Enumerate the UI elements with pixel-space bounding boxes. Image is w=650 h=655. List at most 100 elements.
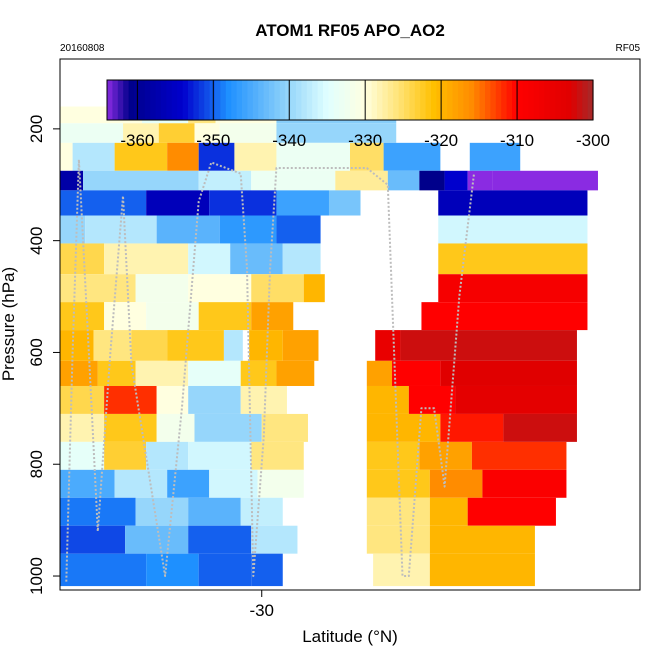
heatmap-cell xyxy=(328,190,361,216)
colorbar-swatch xyxy=(252,80,259,120)
heatmap-cell xyxy=(146,553,199,587)
heatmap-cell xyxy=(408,385,456,414)
heatmap-cell xyxy=(135,274,189,303)
heatmap-cell xyxy=(97,360,136,386)
heatmap-cell xyxy=(282,330,319,361)
y-axis-label: Pressure (hPa) xyxy=(0,267,18,381)
heatmap-cell xyxy=(60,525,126,554)
colorbar-swatch xyxy=(404,80,410,120)
colorbar-swatch xyxy=(571,80,578,120)
heatmap-cell xyxy=(146,190,210,216)
heatmap-cell xyxy=(366,525,430,554)
colorbar-swatch xyxy=(468,80,475,120)
heatmap-cell xyxy=(350,142,384,171)
heatmap-cell xyxy=(104,413,157,442)
heatmap-cell xyxy=(60,553,147,587)
heatmap-cell xyxy=(83,170,199,191)
colorbar-swatch xyxy=(371,80,378,120)
heatmap-cell xyxy=(188,360,241,386)
colorbar-swatch xyxy=(425,80,432,120)
colorbar-swatch xyxy=(128,80,135,120)
colorbar-swatch xyxy=(312,80,319,120)
heatmap-cell xyxy=(167,142,199,171)
heatmap-cell xyxy=(125,525,189,554)
heatmap-cell xyxy=(146,441,189,470)
colorbar-swatch xyxy=(285,80,292,120)
heatmap-cell xyxy=(419,170,445,191)
colorbar-swatch xyxy=(269,80,275,120)
colorbar-swatch xyxy=(247,80,254,120)
colorbar-swatch xyxy=(150,80,157,120)
colorbar-swatch xyxy=(263,80,270,120)
colorbar-swatch xyxy=(387,80,394,120)
colorbar-swatch xyxy=(501,80,508,120)
x-axis-label: Latitude (°N) xyxy=(302,627,398,646)
colorbar-tick-label: -360 xyxy=(120,131,154,150)
heatmap-cell xyxy=(251,525,298,554)
heatmap-cell xyxy=(438,190,588,216)
heatmap-cell xyxy=(188,441,252,470)
colorbar-swatch xyxy=(458,80,464,120)
colorbar-swatch xyxy=(166,80,173,120)
colorbar-swatch xyxy=(366,80,373,120)
heatmap-cell xyxy=(303,274,325,303)
colorbar-swatch xyxy=(317,80,324,120)
heatmap-cell xyxy=(234,142,277,171)
heatmap-cell xyxy=(60,215,86,244)
colorbar-swatch xyxy=(198,80,205,120)
heatmap-cell xyxy=(383,142,441,171)
heatmap-cell xyxy=(93,330,132,361)
colorbar-swatch xyxy=(517,80,524,120)
heatmap-cell xyxy=(282,243,321,275)
heatmap-cell xyxy=(188,274,252,303)
colorbar-swatch xyxy=(301,80,308,120)
heatmap-cell xyxy=(251,302,294,331)
y-tick-label: 400 xyxy=(27,227,46,255)
colorbar-swatch xyxy=(225,80,232,120)
heatmap-cell xyxy=(400,330,577,361)
y-axis: 200 400 600 800 1000 xyxy=(27,115,60,595)
heatmap-cell xyxy=(240,360,277,386)
colorbar-swatch xyxy=(112,80,119,120)
heatmap-cell xyxy=(188,385,241,414)
colorbar-swatch xyxy=(549,80,556,120)
colorbar-tick-label: -330 xyxy=(348,131,382,150)
heatmap-cell xyxy=(156,413,195,442)
colorbar-swatch xyxy=(123,80,130,120)
colorbar-tick-label: -350 xyxy=(196,131,230,150)
heatmap-cell xyxy=(60,441,105,470)
heatmap-cell xyxy=(366,497,430,526)
heatmap-cell xyxy=(438,274,588,303)
heatmap-cell xyxy=(198,170,252,191)
y-tick-label: 200 xyxy=(27,115,46,143)
colorbar-swatch xyxy=(479,80,486,120)
heatmap-cell xyxy=(123,123,159,143)
colorbar-swatch xyxy=(582,80,589,120)
colorbar-swatch xyxy=(339,80,346,120)
heatmap-cell xyxy=(219,215,277,244)
x-axis: -30 xyxy=(249,590,274,620)
colorbar-swatch xyxy=(182,80,189,120)
flight-track-line xyxy=(65,158,475,582)
heatmap-cell xyxy=(60,360,98,386)
colorbar-swatch xyxy=(215,80,221,120)
colorbar-swatch xyxy=(393,80,400,120)
colorbar-swatch xyxy=(522,80,529,120)
colorbar-swatch xyxy=(177,80,184,120)
heatmap-cell xyxy=(219,123,277,143)
colorbar-swatch xyxy=(414,80,421,120)
colorbar-tick-label: -310 xyxy=(500,131,534,150)
colorbar-swatch xyxy=(139,80,146,120)
heatmap-cell xyxy=(156,385,189,414)
colorbar-swatch xyxy=(398,80,405,120)
heatmap-cell xyxy=(419,441,472,470)
heatmap-cell xyxy=(198,142,235,171)
heatmap-cell xyxy=(60,274,136,303)
colorbar-swatch xyxy=(463,80,470,120)
colorbar-swatch xyxy=(188,80,194,120)
colorbar-swatch xyxy=(236,80,243,120)
heatmap-cell xyxy=(444,170,468,191)
heatmap-cell xyxy=(421,302,588,331)
heatmap-cell xyxy=(240,497,283,526)
colorbar-swatch xyxy=(474,80,481,120)
